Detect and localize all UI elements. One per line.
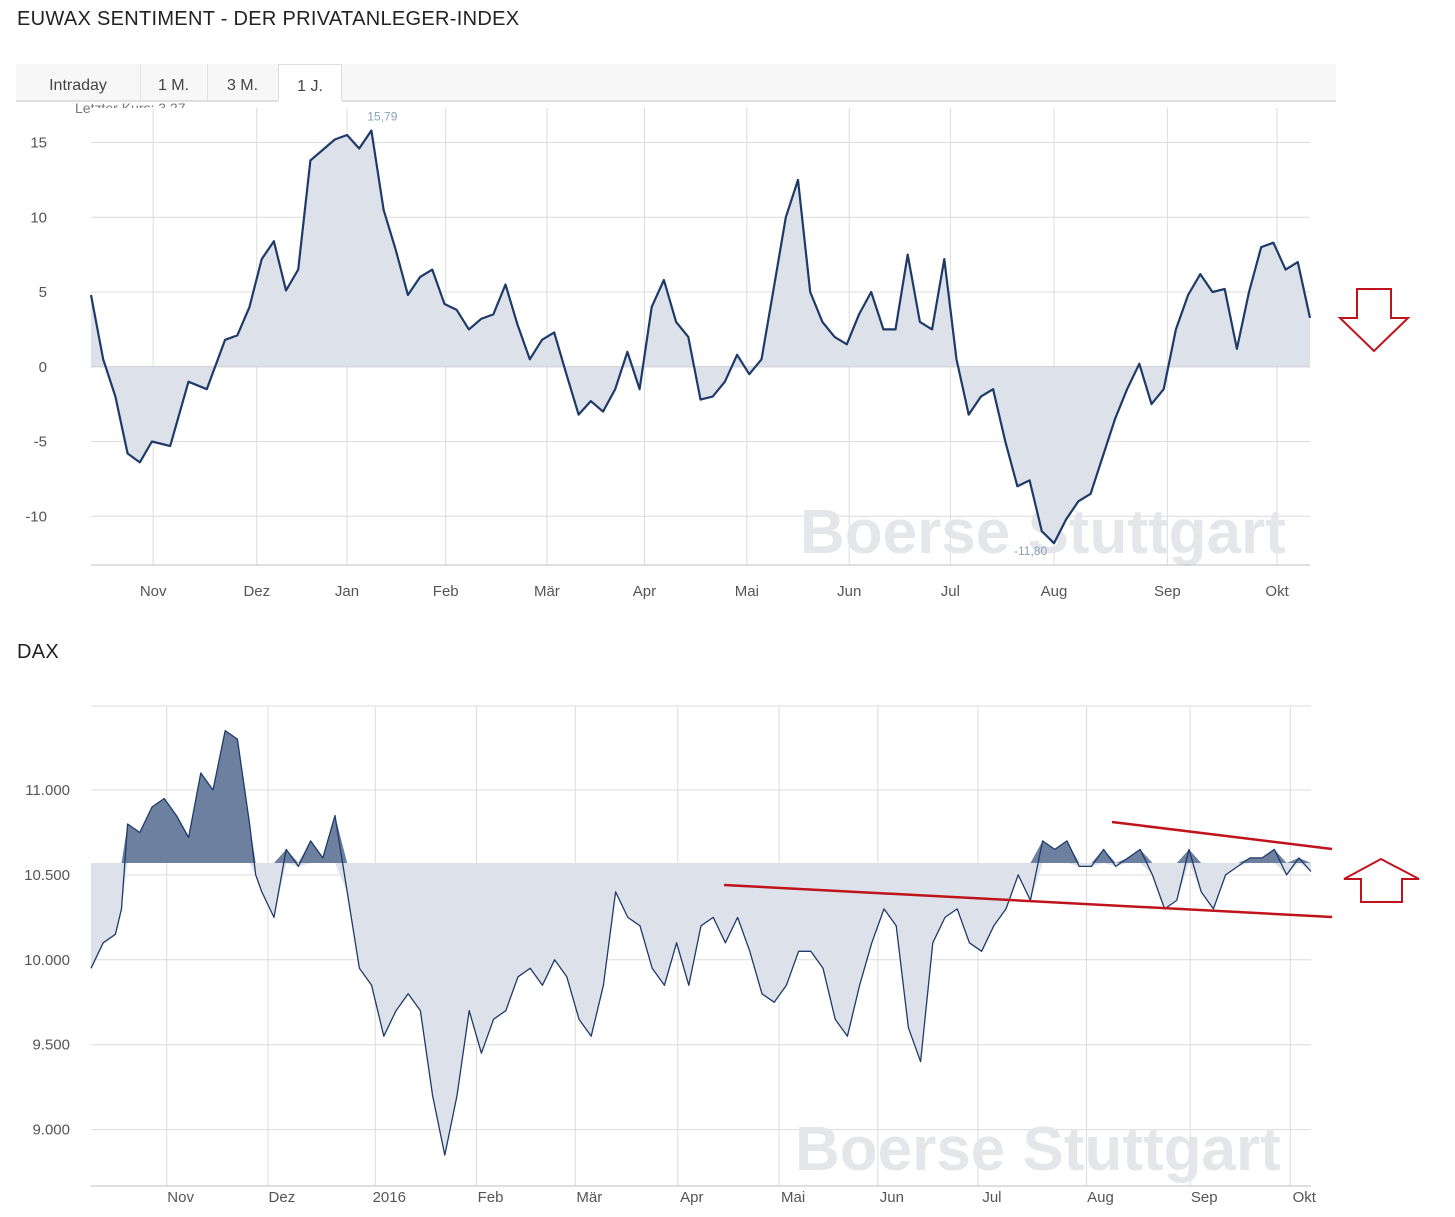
x-tick-label: Mai <box>781 1189 805 1206</box>
lower-trend-line <box>723 883 1333 919</box>
x-tick-label: Okt <box>1265 583 1289 600</box>
tab-1-year[interactable]: 1 J. <box>278 64 342 102</box>
y-tick-label: 0 <box>39 359 47 376</box>
sentiment-axes: Nov Dez Jan Feb Mär Apr Mai Jun Jul Aug Sep Okt 15 10… <box>25 135 1310 600</box>
x-tick-label: Jun <box>880 1189 904 1206</box>
y-tick-label: 10 <box>30 209 47 226</box>
y-tick-label: -10 <box>25 508 47 525</box>
sentiment-max-label: 15,79 <box>367 110 397 124</box>
x-tick-label: Aug <box>1087 1189 1114 1206</box>
upper-trend-line <box>1111 820 1333 851</box>
x-tick-label: Jun <box>837 583 861 600</box>
y-tick-label: 15 <box>30 135 47 152</box>
dax-fill-below <box>91 863 1311 1156</box>
y-tick-label: 5 <box>39 284 47 301</box>
dax-grid <box>91 705 1311 1186</box>
dax-axes: Nov Dez 2016 Feb Mär Apr Mai Jun Jul Aug Sep Okt 11.… <box>24 782 1317 1206</box>
x-tick-label: Nov <box>140 583 167 600</box>
x-tick-label: Nov <box>167 1189 194 1206</box>
tab-1-month[interactable]: 1 M. <box>140 64 208 100</box>
x-tick-label: Jan <box>335 583 359 600</box>
sentiment-chart-title: EUWAX SENTIMENT - DER PRIVATANLEGER-INDE… <box>17 8 520 30</box>
dax-chart-title: DAX <box>17 641 60 663</box>
x-tick-label: Jul <box>982 1189 1001 1206</box>
timeframe-tabbar: Intraday 1 M. 3 M. 1 J. <box>16 64 1336 102</box>
x-tick-label: Sep <box>1154 583 1181 600</box>
x-tick-label: Feb <box>433 583 459 600</box>
dax-area <box>90 729 1312 1156</box>
y-tick-label: -5 <box>34 434 47 451</box>
x-tick-label: Okt <box>1293 1189 1317 1206</box>
dax-fill-above <box>91 730 1311 864</box>
x-tick-label: 2016 <box>373 1189 406 1206</box>
x-tick-label: Apr <box>680 1189 703 1206</box>
x-tick-label: Sep <box>1191 1189 1218 1206</box>
x-tick-label: Mär <box>576 1189 602 1206</box>
x-tick-label: Feb <box>478 1189 504 1206</box>
y-tick-label: 11.000 <box>25 782 70 799</box>
sentiment-min-label: -11,80 <box>1014 544 1047 558</box>
sentiment-area <box>89 129 1312 545</box>
red-up-arrow <box>1343 857 1420 903</box>
red-trend-lines <box>723 820 1333 919</box>
dax-line <box>90 729 1312 1156</box>
watermark-text: Boerse Stuttgart <box>795 1115 1281 1184</box>
dax-watermark: Boerse Stuttgart <box>795 1115 1281 1184</box>
y-tick-label: 9.000 <box>32 1122 70 1139</box>
x-tick-label: Apr <box>633 583 656 600</box>
x-tick-label: Mai <box>735 583 759 600</box>
y-tick-label: 10.500 <box>24 867 70 884</box>
y-tick-label: 10.000 <box>24 952 70 969</box>
x-tick-label: Dez <box>243 583 270 600</box>
tab-intraday[interactable]: Intraday <box>16 64 141 100</box>
x-tick-label: Jul <box>941 583 960 600</box>
y-tick-label: 9.500 <box>32 1037 70 1054</box>
red-down-arrow <box>1337 288 1411 353</box>
x-tick-label: Aug <box>1041 583 1068 600</box>
x-tick-label: Dez <box>269 1189 296 1206</box>
x-tick-label: Mär <box>534 583 560 600</box>
